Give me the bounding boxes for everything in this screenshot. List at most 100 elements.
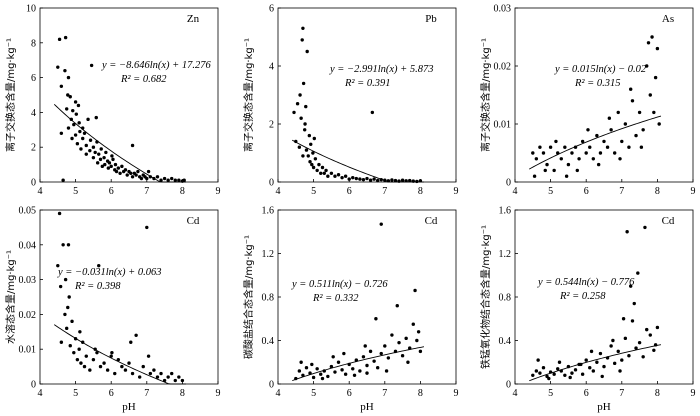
data-point	[130, 143, 135, 148]
data-point	[311, 375, 316, 380]
data-point	[636, 271, 640, 275]
data-point	[552, 168, 556, 173]
data-point	[395, 304, 399, 308]
data-point	[162, 176, 167, 181]
x-tick-label: 7	[382, 388, 387, 399]
data-point	[130, 175, 135, 179]
data-point	[580, 372, 585, 376]
data-point	[645, 327, 649, 332]
x-tick-label: 8	[655, 186, 660, 197]
data-point	[73, 100, 78, 104]
data-point	[600, 374, 604, 379]
fit-equation: y = 0.511ln(x) − 0.726	[291, 279, 388, 290]
data-point	[107, 161, 112, 165]
y-tick-label: 0.02	[494, 62, 512, 73]
data-point	[370, 110, 375, 115]
data-point	[541, 151, 546, 155]
data-point	[336, 360, 341, 364]
x-tick-label: 5	[73, 186, 78, 197]
data-point	[141, 364, 145, 369]
data-point	[145, 225, 149, 230]
data-point	[305, 49, 309, 54]
data-point	[84, 354, 88, 358]
y-tick-label: 1.2	[499, 249, 512, 260]
data-point	[74, 112, 79, 116]
data-point	[299, 360, 303, 364]
data-point	[598, 151, 603, 155]
data-point	[182, 178, 186, 182]
y-tick-label: 4	[269, 62, 274, 73]
data-point	[363, 344, 367, 348]
data-point	[63, 312, 67, 317]
data-point	[127, 361, 131, 365]
data-point	[79, 361, 83, 365]
data-point	[120, 364, 124, 369]
r-squared: R² = 0.315	[574, 78, 621, 89]
fit-equation: y = −8.646ln(x) + 17.276	[101, 60, 211, 71]
data-point	[400, 178, 405, 182]
panel-label: Pb	[425, 13, 437, 25]
r-squared: R² = 0.391	[344, 78, 391, 89]
data-point	[303, 122, 307, 126]
data-point	[591, 157, 596, 161]
data-point	[545, 162, 549, 167]
data-point	[109, 164, 113, 169]
data-point	[134, 173, 138, 177]
data-point	[311, 165, 316, 170]
data-point	[557, 360, 562, 364]
data-point	[625, 230, 629, 234]
data-point	[532, 174, 537, 178]
x-tick-label: 7	[144, 186, 149, 197]
data-point	[134, 333, 138, 337]
y-tick-label: 2	[31, 143, 36, 154]
data-point	[609, 128, 613, 132]
data-point	[72, 122, 76, 127]
data-point	[295, 102, 300, 106]
data-point	[68, 344, 72, 348]
data-point	[588, 365, 592, 370]
data-point	[109, 354, 113, 358]
x-tick-label: 6	[347, 186, 352, 197]
data-point	[584, 151, 588, 155]
data-point	[383, 344, 387, 348]
data-point	[563, 373, 567, 377]
data-point	[56, 65, 60, 69]
y-axis-title: 离子交换态含量/mg·kg⁻¹	[4, 38, 17, 152]
data-point	[315, 168, 319, 173]
data-point	[307, 133, 312, 138]
x-tick-label: 4	[276, 388, 281, 399]
data-point	[595, 133, 599, 138]
y-tick-label: 0	[506, 380, 511, 391]
data-point	[65, 326, 69, 331]
data-point	[56, 263, 60, 268]
data-point	[541, 365, 546, 370]
data-point	[70, 319, 74, 324]
data-point	[329, 171, 334, 175]
data-point	[111, 157, 115, 162]
y-tick-label: 0.8	[499, 293, 512, 304]
x-tick-label: 5	[311, 186, 316, 197]
data-point	[177, 178, 181, 182]
data-point	[372, 177, 376, 181]
data-point	[170, 371, 174, 376]
data-point	[602, 139, 606, 144]
data-point	[415, 338, 419, 343]
data-point	[102, 155, 106, 160]
data-point	[300, 38, 304, 42]
data-point	[538, 145, 542, 149]
data-point	[347, 177, 351, 181]
data-point	[320, 376, 325, 381]
fit-curve	[292, 346, 425, 382]
data-point	[534, 369, 539, 373]
data-point	[173, 378, 177, 383]
data-point	[170, 176, 174, 181]
data-point	[86, 117, 90, 122]
x-tick-label: 6	[584, 388, 589, 399]
data-point	[63, 277, 68, 282]
x-tick-label: 4	[38, 388, 43, 399]
data-point	[61, 243, 65, 247]
y-tick-label: 10	[26, 4, 36, 15]
x-tick-label: 4	[276, 186, 281, 197]
x-tick-label: 5	[73, 388, 78, 399]
data-point	[637, 110, 642, 115]
